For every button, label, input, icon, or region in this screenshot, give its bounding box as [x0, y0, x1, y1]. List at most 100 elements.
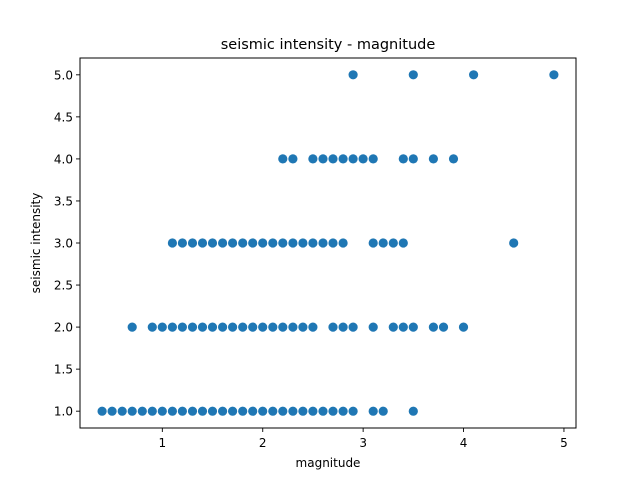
data-point	[308, 406, 318, 416]
data-point	[157, 322, 167, 332]
data-point	[448, 154, 459, 164]
data-point	[268, 238, 278, 248]
data-point	[207, 322, 218, 332]
data-point	[368, 154, 378, 164]
data-point	[338, 406, 348, 416]
data-point	[428, 322, 438, 332]
data-point	[438, 322, 449, 332]
data-point	[127, 322, 137, 332]
data-point	[288, 406, 298, 416]
data-point	[197, 322, 208, 332]
data-point	[248, 322, 258, 332]
data-point	[348, 70, 358, 80]
x-tick-label: 1	[159, 436, 167, 450]
data-point	[167, 238, 177, 248]
data-point	[228, 406, 238, 416]
data-point	[398, 238, 408, 248]
data-point	[308, 154, 318, 164]
data-point	[408, 154, 418, 164]
x-axis-label: magnitude	[296, 456, 361, 470]
data-point	[218, 238, 228, 248]
data-point	[318, 238, 328, 248]
data-point	[509, 238, 519, 248]
data-point	[248, 238, 258, 248]
data-point	[187, 406, 198, 416]
data-point	[398, 154, 408, 164]
data-point	[258, 322, 268, 332]
data-point	[268, 322, 278, 332]
x-tick-label: 2	[259, 436, 267, 450]
data-point	[258, 406, 268, 416]
data-point	[328, 238, 338, 248]
data-points	[97, 70, 559, 416]
data-point	[238, 406, 248, 416]
y-tick-label: 3.0	[54, 237, 73, 251]
y-tick-label: 4.0	[54, 152, 73, 166]
data-point	[177, 322, 187, 332]
data-point	[469, 70, 479, 80]
y-tick-label: 4.5	[54, 110, 73, 124]
data-point	[228, 322, 238, 332]
data-point	[358, 154, 368, 164]
data-point	[147, 322, 157, 332]
data-point	[278, 238, 288, 248]
data-point	[218, 406, 228, 416]
data-point	[187, 322, 198, 332]
data-point	[248, 406, 258, 416]
data-point	[127, 406, 137, 416]
data-point	[338, 322, 348, 332]
data-point	[408, 70, 418, 80]
data-point	[348, 406, 358, 416]
data-point	[187, 238, 198, 248]
data-point	[288, 322, 298, 332]
data-point	[288, 238, 298, 248]
data-point	[368, 322, 378, 332]
data-point	[278, 322, 288, 332]
data-point	[147, 406, 157, 416]
data-point	[368, 406, 378, 416]
data-point	[338, 154, 348, 164]
data-point	[378, 238, 388, 248]
data-point	[298, 406, 308, 416]
y-tick-label: 1.5	[54, 363, 73, 377]
y-axis-ticks: 1.0 1.5 2.0 2.5 3.0 3.5 4.0 4.5 5.0	[54, 68, 80, 419]
data-point	[207, 406, 218, 416]
data-point	[197, 406, 208, 416]
data-point	[207, 238, 218, 248]
data-point	[167, 406, 177, 416]
data-point	[107, 406, 117, 416]
data-point	[117, 406, 127, 416]
chart-title: seismic intensity - magnitude	[221, 37, 436, 53]
y-tick-label: 2.0	[54, 321, 73, 335]
data-point	[408, 406, 418, 416]
y-tick-label: 5.0	[54, 68, 73, 82]
data-point	[408, 322, 418, 332]
data-point	[348, 322, 358, 332]
data-point	[228, 238, 238, 248]
y-tick-label: 1.0	[54, 405, 73, 419]
data-point	[328, 406, 338, 416]
data-point	[318, 406, 328, 416]
data-point	[368, 238, 378, 248]
data-point	[197, 238, 208, 248]
data-point	[278, 154, 288, 164]
data-point	[238, 322, 248, 332]
data-point	[328, 322, 338, 332]
y-tick-label: 3.5	[54, 194, 73, 208]
data-point	[268, 406, 278, 416]
x-axis-ticks: 1 2 3 4 5	[159, 428, 568, 450]
data-point	[218, 322, 228, 332]
x-tick-label: 5	[560, 436, 568, 450]
data-point	[157, 406, 167, 416]
y-axis-label: seismic intensity	[29, 193, 43, 294]
data-point	[258, 238, 268, 248]
data-point	[388, 238, 398, 248]
data-point	[137, 406, 147, 416]
data-point	[238, 238, 248, 248]
x-tick-label: 3	[359, 436, 367, 450]
x-tick-label: 4	[460, 436, 468, 450]
data-point	[458, 322, 469, 332]
data-point	[298, 238, 308, 248]
data-point	[328, 154, 338, 164]
